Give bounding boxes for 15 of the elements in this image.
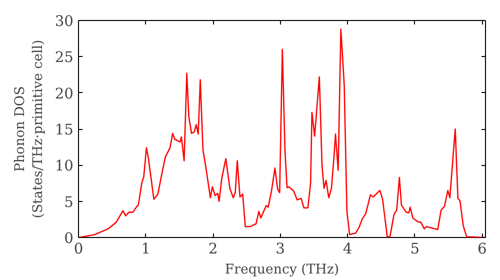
y-tick-label: 5 xyxy=(64,194,74,211)
x-tick-label: 2 xyxy=(208,240,218,258)
y-tick-label: 15 xyxy=(54,122,74,138)
x-tick-label: 1 xyxy=(141,240,150,258)
y-tick-label: 20 xyxy=(54,85,74,102)
y-axis-title: Phonon DOS (States/THz·primitive cell) xyxy=(12,40,46,218)
x-axis-title: Frequency (THz) xyxy=(224,262,340,278)
y-tick-label: 10 xyxy=(54,158,74,175)
x-tick-label: 3 xyxy=(276,240,285,258)
x-tick-label: 4 xyxy=(342,240,352,258)
y-tick-label: 30 xyxy=(54,13,74,30)
x-tick-label: 5 xyxy=(410,240,420,258)
x-tick-label: 6 xyxy=(477,240,487,258)
y-tick-label: 0 xyxy=(64,230,74,247)
y-tick-label: 25 xyxy=(54,49,74,66)
